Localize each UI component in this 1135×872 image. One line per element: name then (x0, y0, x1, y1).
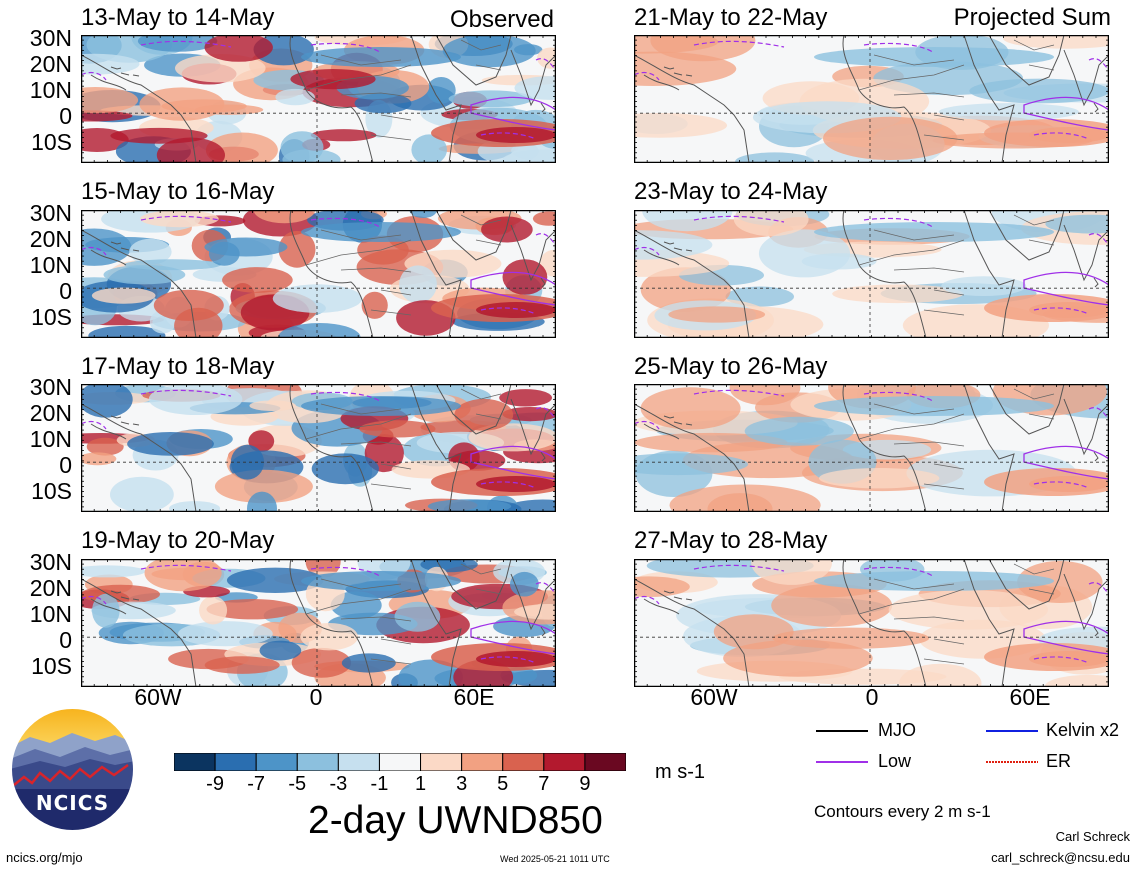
footer-email[interactable]: carl_schreck@ncsu.edu (991, 850, 1130, 865)
colorbar-units: m s-1 (655, 761, 705, 783)
legend-low-label: Low (878, 751, 912, 771)
legend: MJO Kelvin x2 Low ER (810, 718, 1135, 778)
footer-author: Carl Schreck (1055, 829, 1130, 844)
lat-label-row4-30N: 30N (29, 549, 72, 575)
lat-label-row3-0: 0 (59, 452, 72, 478)
lon-label-60w-left: 60W (134, 684, 182, 710)
map-panel-projected-1 (634, 35, 1109, 163)
footer-timestamp: Wed 2025-05-21 1011 UTC (500, 854, 610, 864)
lat-label-row4-10S: 10S (31, 653, 72, 679)
lat-label-row4-10N: 10N (29, 601, 72, 627)
lat-label-row1-10N: 10N (29, 77, 72, 103)
lat-label-row1-30N: 30N (29, 25, 72, 51)
colorbar-swatch-0 (173, 752, 216, 772)
colorbar-tick-label-3: -3 (329, 773, 348, 795)
panel-title-observed-2: 15-May to 16-May (81, 178, 275, 205)
colorbar-swatch-3 (296, 752, 339, 772)
lat-label-row2-30N: 30N (29, 200, 72, 226)
colorbar-tick-label-9: 9 (579, 773, 591, 795)
colorbar-tick-label-4: -1 (370, 773, 389, 795)
lat-label-row2-10N: 10N (29, 252, 72, 278)
lat-label-row4-0: 0 (59, 627, 72, 653)
lon-label-60e-left: 60E (453, 684, 495, 710)
panel-title-projected-3: 25-May to 26-May (634, 353, 828, 380)
lon-label-0-left: 0 (309, 684, 323, 710)
colorbar-swatch-2 (255, 752, 298, 772)
footer-link[interactable]: ncics.org/mjo (6, 850, 83, 865)
legend-kelvin-label: Kelvin x2 (1046, 720, 1120, 740)
lat-label-row3-10S: 10S (31, 478, 72, 504)
colorbar-swatch-1 (214, 752, 257, 772)
panel-title-projected-1: 21-May to 22-May (634, 4, 828, 31)
panel-title-observed-4: 19-May to 20-May (81, 527, 275, 554)
colorbar-swatch-5 (378, 752, 422, 772)
observed-tag: Observed (449, 6, 554, 33)
map-panel-projected-2 (634, 210, 1109, 338)
colorbar-tick-label-0: -9 (206, 773, 224, 795)
colorbar-tick-label-5: 1 (414, 773, 427, 795)
lat-label-row1-10S: 10S (31, 129, 72, 155)
map-panel-observed-4 (81, 559, 556, 687)
panel-title-observed-1: 13-May to 14-May (81, 4, 275, 31)
colorbar-swatch-7 (461, 752, 504, 772)
colorbar-tick-label-2: -5 (288, 773, 307, 795)
colorbar-swatch-9 (543, 752, 586, 772)
lat-label-row2-20N: 20N (29, 226, 72, 252)
map-panel-observed-2 (81, 210, 556, 338)
map-panel-observed-1 (81, 35, 556, 163)
panel-title-projected-2: 23-May to 24-May (634, 178, 828, 205)
legend-er-label: ER (1046, 751, 1072, 771)
map-panel-observed-3 (81, 384, 556, 512)
lat-label-row3-10N: 10N (29, 426, 72, 452)
legend-mjo-label: MJO (878, 720, 916, 740)
lat-label-row1-0: 0 (59, 103, 72, 129)
chart-title: 2-day UWND850 (308, 799, 603, 842)
lat-label-row3-30N: 30N (29, 374, 72, 400)
colorbar-tick-label-1: -7 (247, 773, 266, 795)
lat-label-row1-20N: 20N (29, 51, 72, 77)
lon-label-60e-right: 60E (1009, 684, 1051, 710)
map-panel-projected-3 (634, 384, 1109, 512)
lon-label-60w-right: 60W (690, 684, 738, 710)
map-panel-projected-4 (634, 559, 1109, 687)
panel-title-observed-3: 17-May to 18-May (81, 353, 275, 380)
colorbar-swatch-4 (337, 752, 380, 772)
colorbar-tick-label-8: 7 (538, 773, 550, 795)
colorbar-swatch-10 (584, 752, 627, 772)
projected-sum-tag: Projected Sum (953, 4, 1111, 31)
lat-label-row2-10S: 10S (31, 304, 72, 330)
lat-label-row2-0: 0 (59, 278, 72, 304)
lat-label-row3-20N: 20N (29, 400, 72, 426)
contours-note: Contours every 2 m s-1 (814, 802, 991, 821)
colorbar-tick-label-7: 5 (497, 773, 509, 795)
colorbar-swatch-8 (502, 752, 545, 772)
panel-title-projected-4: 27-May to 28-May (634, 527, 828, 554)
lat-label-row4-20N: 20N (29, 575, 72, 601)
ncics-logo-text: NCICS (35, 791, 110, 815)
colorbar (173, 752, 627, 772)
lon-label-0-right: 0 (865, 684, 879, 710)
colorbar-swatch-6 (420, 752, 463, 772)
colorbar-tick-label-6: 3 (456, 773, 468, 795)
ncics-logo: NCICS (10, 707, 135, 832)
